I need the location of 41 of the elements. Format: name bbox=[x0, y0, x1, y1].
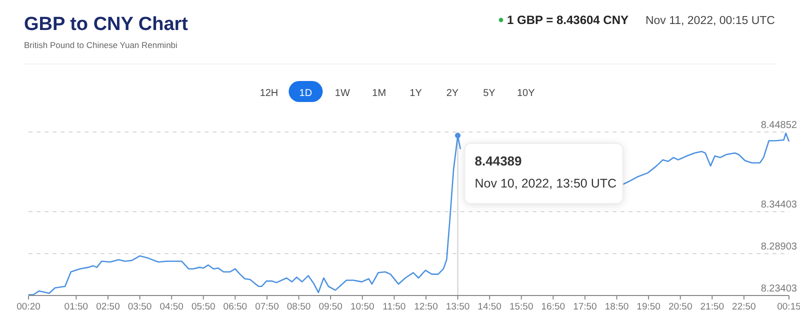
x-tick-label: 08:50 bbox=[286, 302, 311, 312]
x-tick-label: 18:50 bbox=[604, 302, 629, 312]
x-tick-label: 15:50 bbox=[509, 302, 534, 312]
x-tick-label: 21:50 bbox=[700, 302, 724, 312]
y-tick-label: 8.34403 bbox=[760, 200, 798, 211]
text: 5Y bbox=[483, 88, 496, 99]
x-tick-label: 11:50 bbox=[382, 302, 406, 312]
x-tick-label: 01:50 bbox=[64, 302, 88, 312]
text: 2Y bbox=[446, 88, 459, 99]
text: 1M bbox=[372, 88, 386, 99]
text: Nov 11, 2022, 00:15 UTC bbox=[645, 15, 775, 27]
x-tick-label: 20:50 bbox=[668, 302, 692, 312]
y-tick-label: 8.44852 bbox=[760, 120, 798, 131]
x-tick-label: 03:50 bbox=[128, 302, 152, 312]
text: 1Y bbox=[410, 88, 422, 99]
x-tick-label: 22:50 bbox=[732, 302, 756, 312]
annotation: Nov 10, 2022, 13:50 UTC bbox=[474, 176, 617, 191]
x-tick-label: 02:50 bbox=[96, 302, 120, 312]
text: 12H bbox=[260, 88, 278, 99]
x-tick-label: 10:50 bbox=[350, 302, 374, 312]
y-tick-label: 8.23403 bbox=[760, 284, 798, 294]
x-tick-label: 06:50 bbox=[223, 302, 248, 312]
x-tick-label: 14:50 bbox=[478, 302, 502, 312]
text: 1 GBP = 8.43604 CNY bbox=[507, 13, 629, 27]
y-tick-label: 8.28903 bbox=[760, 242, 798, 253]
x-tick-label: 00:20 bbox=[16, 302, 40, 312]
x-tick-label: 13:50 bbox=[446, 302, 470, 312]
x-tick-label: 19:50 bbox=[636, 302, 660, 312]
chart-title: GBP to CNY Chart bbox=[24, 14, 189, 35]
x-tick-label: 16:50 bbox=[541, 302, 566, 312]
x-tick-label: 07:50 bbox=[255, 302, 279, 312]
chart-subtitle: British Pound to Chinese Yuan Renminbi bbox=[24, 40, 178, 50]
x-tick-label: 04:50 bbox=[160, 302, 184, 312]
x-tick-label: 17:50 bbox=[573, 302, 597, 312]
text: 10Y bbox=[517, 88, 536, 99]
text: 1W bbox=[334, 88, 350, 99]
text: 1D bbox=[299, 88, 312, 99]
x-tick-label: 05:50 bbox=[192, 302, 216, 312]
x-tick-label: 12:50 bbox=[414, 302, 438, 312]
annotation: 8.44389 bbox=[474, 154, 522, 169]
x-tick-label: 09:50 bbox=[318, 302, 342, 312]
